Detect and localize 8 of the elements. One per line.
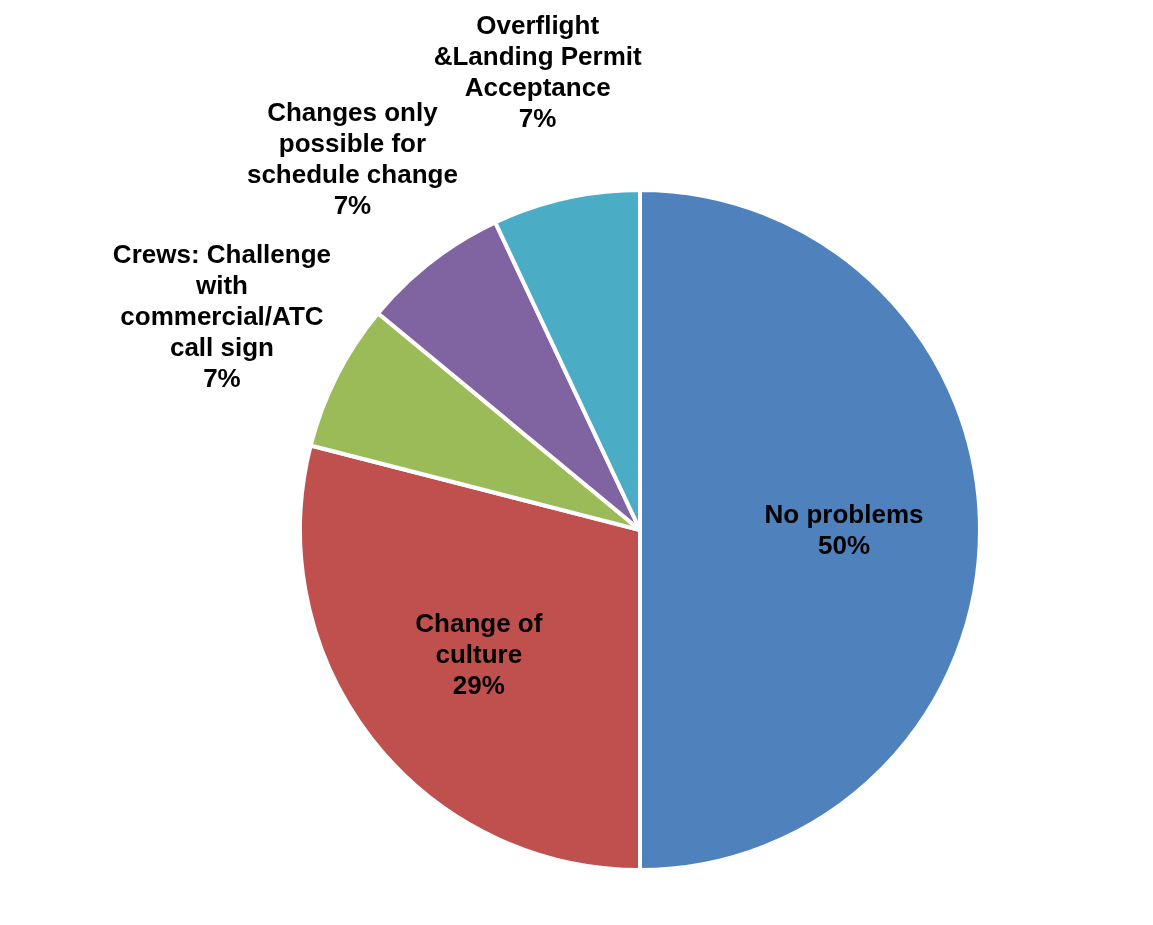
data-label: 7% xyxy=(203,362,241,393)
data-label: 7% xyxy=(333,189,372,220)
data-label: 7% xyxy=(518,102,557,133)
slice-label: Change of culture xyxy=(415,608,543,670)
slice-label: No problems xyxy=(764,498,924,529)
data-label: 50% xyxy=(817,529,871,560)
slice-label: Crews: Challenge with commercial/ATC call sign xyxy=(112,238,332,362)
data-label: 29% xyxy=(452,670,505,701)
